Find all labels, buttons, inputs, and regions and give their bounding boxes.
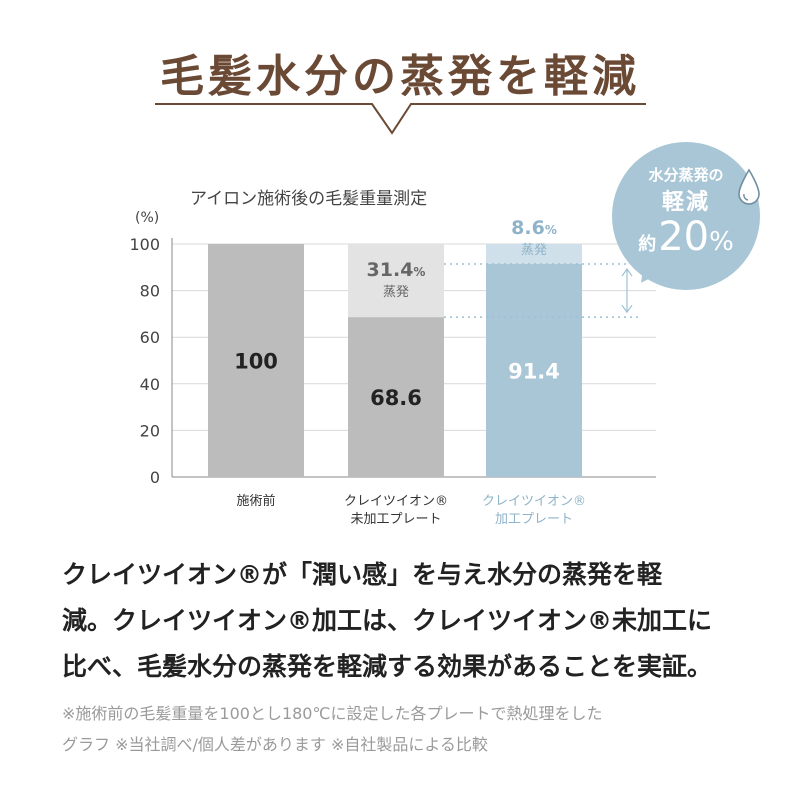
- evaporation-word-label: 蒸発: [521, 243, 547, 258]
- bar-remaining: [348, 317, 444, 477]
- heading-underline: [155, 103, 646, 135]
- bar-remaining: [486, 264, 582, 477]
- description-line3: 比べ、毛髪水分の蒸発を軽減する効果があることを実証。: [62, 652, 713, 681]
- callout-value-row: 約20%: [612, 214, 760, 260]
- difference-arrow-head-down: [621, 304, 633, 314]
- evaporation-word-label: 蒸発: [383, 285, 409, 300]
- callout-line1: 水分蒸発の: [648, 166, 724, 184]
- footnote-line2: グラフ ※当社調べ/個人差があります ※自社製品による比較: [62, 735, 488, 754]
- y-tick-label: 40: [140, 375, 160, 394]
- bar-evaporated: [348, 244, 444, 318]
- y-tick-label: 80: [140, 282, 160, 301]
- footnote: ※施術前の毛髪重量を100とし180℃に設定した各プレートで熱処理をした グラフ…: [62, 698, 752, 760]
- y-tick-label: 60: [140, 328, 160, 347]
- x-category-label: クレイツイオン®: [482, 494, 586, 509]
- bar-evaporated: [486, 244, 582, 265]
- bar-value-label: 91.4: [508, 360, 560, 384]
- y-tick-label: 20: [140, 421, 160, 440]
- description-line2: 減。クレイツイオン®加工は、クレイツイオン®未加工に: [62, 606, 713, 635]
- bar-chart: 0 20 40 60 80 100 (%) 100 施術前 68.6 クレイツイオン® 未加工プレート…: [129, 210, 656, 527]
- bar-value-label: 100: [234, 350, 278, 374]
- evaporation-percent-label: 31.4%: [367, 259, 426, 281]
- y-tick-label: 0: [150, 468, 160, 487]
- callout-value: 20: [658, 214, 710, 260]
- callout-bubble: 水分蒸発の 軽減 約20%: [612, 142, 760, 290]
- bar-value-label: 68.6: [370, 386, 422, 410]
- x-category-label: 加工プレート: [495, 512, 573, 527]
- x-category-label: 未加工プレート: [350, 512, 441, 527]
- description: クレイツイオン®が「潤い感」を与え水分の蒸発を軽 減。クレイツイオン®加工は、ク…: [62, 552, 752, 690]
- y-axis-unit: (%): [135, 210, 159, 226]
- y-tick-label: 100: [129, 235, 160, 254]
- water-drop-icon: [738, 168, 760, 205]
- footnote-line1: ※施術前の毛髪重量を100とし180℃に設定した各プレートで熱処理をした: [62, 704, 603, 723]
- x-category-label: クレイツイオン®: [344, 494, 448, 509]
- x-category-label: 施術前: [236, 493, 275, 509]
- callout-line2: 軽減: [661, 190, 710, 215]
- callout-prefix: 約: [638, 234, 657, 255]
- description-line1: クレイツイオン®が「潤い感」を与え水分の蒸発を軽: [62, 560, 663, 589]
- callout-unit: %: [709, 227, 734, 257]
- difference-arrow-head-up: [621, 268, 633, 277]
- chart-title: アイロン施術後の毛髪重量測定: [190, 189, 428, 209]
- bar-remaining: [208, 244, 304, 477]
- page-heading: 毛髪水分の蒸発を軽減: [160, 51, 640, 102]
- evaporation-percent-label: 8.6%: [511, 217, 557, 239]
